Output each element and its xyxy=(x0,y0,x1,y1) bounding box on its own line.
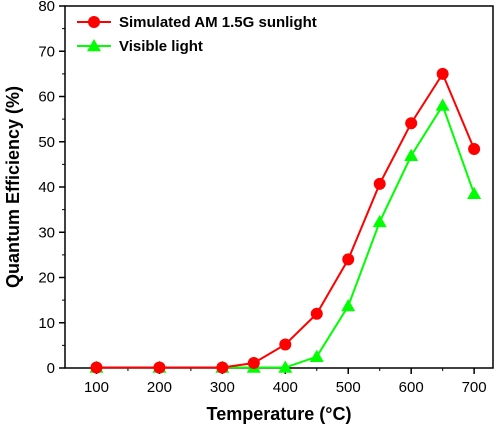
x-tick-label: 600 xyxy=(399,379,424,396)
legend-label: Simulated AM 1.5G sunlight xyxy=(119,14,317,31)
x-axis-title: Temperature (°C) xyxy=(207,404,352,424)
y-tick-label: 70 xyxy=(38,43,55,60)
series-layer xyxy=(89,67,482,374)
data-point xyxy=(467,186,482,200)
data-point xyxy=(216,361,229,374)
data-point xyxy=(310,307,323,320)
data-point xyxy=(90,361,103,374)
series-line xyxy=(96,71,476,369)
data-point xyxy=(436,67,449,80)
plot-frame xyxy=(64,5,494,369)
x-tick-label: 100 xyxy=(84,379,109,396)
y-tick-label: 10 xyxy=(38,315,55,332)
data-point xyxy=(373,177,386,190)
y-tick-label: 40 xyxy=(38,179,55,196)
series-line xyxy=(96,103,476,369)
y-tick-label: 60 xyxy=(38,89,55,106)
data-point xyxy=(279,338,292,351)
data-point xyxy=(404,148,419,162)
legend: Simulated AM 1.5G sunlight Visible light xyxy=(77,14,317,55)
y-tick-label: 20 xyxy=(38,270,55,287)
legend-marker xyxy=(88,16,100,28)
data-point xyxy=(341,299,356,312)
data-point xyxy=(372,214,387,228)
y-tick-label: 30 xyxy=(38,224,55,241)
data-point xyxy=(435,98,450,111)
legend-item: Visible light xyxy=(77,38,203,55)
data-point xyxy=(342,253,355,266)
data-point xyxy=(309,349,324,362)
y-tick-label: 0 xyxy=(47,360,55,377)
legend-item: Simulated AM 1.5G sunlight xyxy=(77,14,317,31)
legend-label: Visible light xyxy=(119,38,203,55)
data-point xyxy=(247,357,260,370)
series-2 xyxy=(89,98,482,373)
x-tick-label: 400 xyxy=(273,379,298,396)
data-point xyxy=(468,142,481,155)
y-tick-label: 80 xyxy=(38,0,55,15)
legend-marker xyxy=(87,39,101,52)
x-tick-label: 500 xyxy=(336,379,361,396)
x-tick-label: 200 xyxy=(147,379,172,396)
y-axis-title: Quantum Efficiency (%) xyxy=(3,86,23,288)
x-tick-label: 700 xyxy=(462,379,487,396)
data-point xyxy=(153,361,166,374)
series-1 xyxy=(90,67,481,374)
x-tick-label: 300 xyxy=(210,379,235,396)
data-point xyxy=(278,360,293,373)
y-tick-label: 50 xyxy=(38,134,55,151)
data-point xyxy=(405,117,418,130)
axis-ticks: 100 200 300 400 500 600 700 0 10 20 30 40 50 60 70 80 xyxy=(38,0,486,396)
